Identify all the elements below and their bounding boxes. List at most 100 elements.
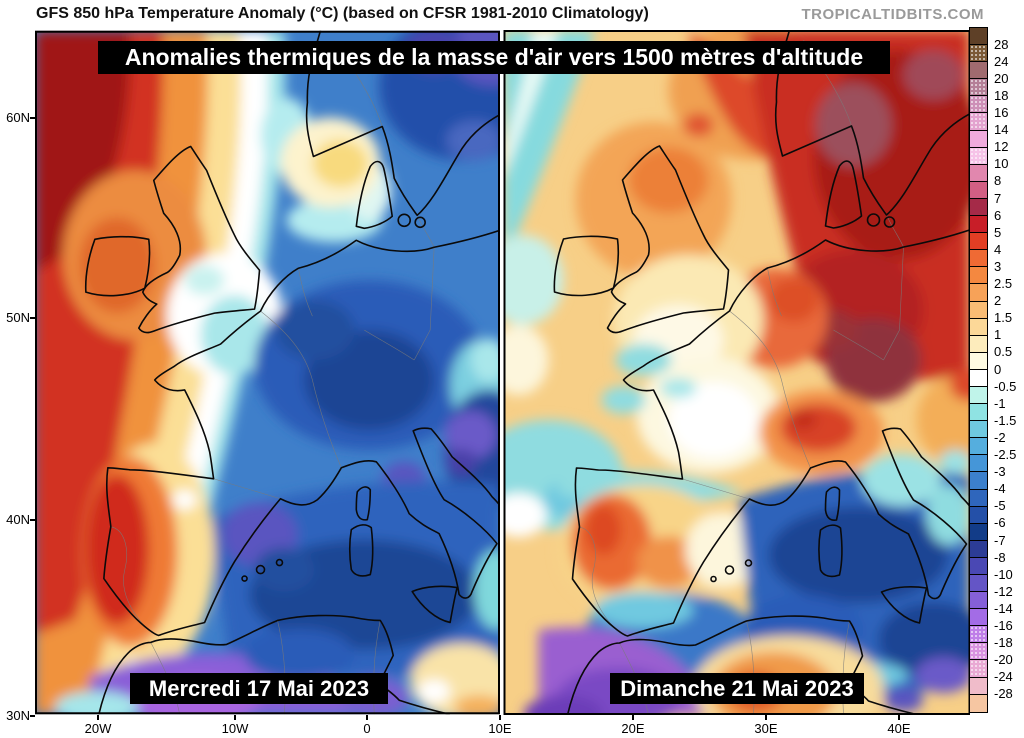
lon-tick — [366, 715, 368, 720]
lon-label: 20E — [621, 721, 645, 736]
lon-label: 10W — [221, 721, 249, 736]
lat-label: 40N — [6, 512, 30, 527]
colorbar-label: -5 — [994, 498, 1006, 514]
watermark: TROPICALTIDBITS.COM — [801, 6, 984, 23]
colorbar-segment — [970, 233, 987, 251]
colorbar-label: -20 — [994, 652, 1013, 668]
colorbar-segment — [970, 592, 987, 610]
colorbar-label: -10 — [994, 566, 1013, 582]
lon-tick — [234, 715, 236, 720]
lon-tick — [765, 715, 767, 720]
lat-label: 30N — [6, 708, 30, 723]
colorbar-label: 7 — [994, 190, 1002, 206]
colorbar-label: -28 — [994, 686, 1013, 702]
colorbar-label: -3 — [994, 464, 1006, 480]
lon-label: 40E — [887, 721, 911, 736]
title-bar: GFS 850 hPa Temperature Anomaly (°C) (ba… — [0, 0, 1024, 28]
colorbar-segment — [970, 438, 987, 456]
colorbar-segment — [970, 455, 987, 473]
colorbar-segment — [970, 318, 987, 336]
colorbar-segment — [970, 130, 987, 148]
colorbar-segment — [970, 386, 987, 405]
colorbar-label: 2.5 — [994, 276, 1013, 291]
colorbar-segment — [970, 540, 987, 558]
colorbar-label: -24 — [994, 669, 1013, 685]
lat-tick — [30, 715, 35, 717]
colorbar-label: -2.5 — [994, 447, 1017, 462]
colorbar-segment — [970, 198, 987, 217]
lon-label: 0 — [363, 721, 371, 736]
colorbar-segment — [970, 421, 987, 439]
colorbar-label: 24 — [994, 53, 1009, 69]
colorbar-label: 14 — [994, 122, 1009, 138]
overlay-banner: Anomalies thermiques de la masse d'air v… — [98, 41, 890, 74]
colorbar-label: 6 — [994, 207, 1002, 223]
map-left-svg — [35, 30, 500, 715]
colorbar-segment — [970, 45, 987, 63]
colorbar-segment — [970, 643, 987, 661]
lon-label: 10E — [488, 721, 512, 736]
map-panel-right — [503, 30, 970, 715]
lat-label: 50N — [6, 310, 30, 325]
colorbar-label: -2 — [994, 429, 1006, 445]
colorbar-segment — [970, 284, 987, 302]
colorbar — [969, 27, 988, 713]
colorbar-segment — [970, 181, 987, 199]
colorbar-label: 2 — [994, 293, 1002, 309]
lon-label: 20W — [84, 721, 112, 736]
colorbar-segment — [970, 557, 987, 575]
colorbar-segment — [970, 96, 987, 114]
lon-tick — [97, 715, 99, 720]
colorbar-label: 10 — [994, 156, 1009, 172]
colorbar-label: -1.5 — [994, 412, 1017, 428]
colorbar-label: 0.5 — [994, 344, 1013, 360]
colorbar-label: 5 — [994, 224, 1002, 240]
colorbar-label: 3 — [994, 258, 1002, 274]
colorbar-segment — [970, 335, 987, 353]
colorbar-label: 28 — [994, 36, 1009, 52]
date-label-right: Dimanche 21 Mai 2023 — [610, 673, 864, 704]
colorbar-label: -4 — [994, 481, 1006, 497]
colorbar-label: 8 — [994, 173, 1002, 189]
colorbar-label: -18 — [994, 635, 1013, 651]
map-panel-left — [35, 30, 500, 715]
colorbar-label: 4 — [994, 241, 1002, 257]
colorbar-segment — [970, 147, 987, 165]
colorbar-segment — [970, 489, 987, 507]
colorbar-label: -16 — [994, 618, 1013, 633]
lat-label: 60N — [6, 110, 30, 125]
colorbar-label: -12 — [994, 583, 1013, 599]
colorbar-segment — [970, 626, 987, 644]
colorbar-label: 1 — [994, 327, 1002, 343]
colorbar-label: -8 — [994, 549, 1006, 565]
colorbar-segment — [970, 694, 987, 712]
colorbar-segment — [970, 523, 987, 541]
map-right-svg — [503, 30, 970, 715]
colorbar-segment — [970, 301, 987, 319]
colorbar-label: 18 — [994, 87, 1009, 103]
date-label-left: Mercredi 17 Mai 2023 — [130, 673, 388, 704]
lon-tick — [898, 715, 900, 720]
colorbar-segment — [970, 28, 987, 46]
colorbar-segment — [970, 660, 987, 678]
colorbar-segment — [970, 609, 987, 627]
colorbar-segment — [970, 404, 987, 422]
lon-tick — [632, 715, 634, 720]
lat-tick — [30, 519, 35, 521]
page-title: GFS 850 hPa Temperature Anomaly (°C) (ba… — [36, 5, 649, 22]
colorbar-label: 0 — [994, 361, 1002, 377]
colorbar-segment — [970, 164, 987, 182]
colorbar-label: -1 — [994, 395, 1006, 411]
lat-tick — [30, 317, 35, 319]
colorbar-label: -0.5 — [994, 378, 1017, 394]
colorbar-segment — [970, 79, 987, 97]
lon-tick — [499, 715, 501, 720]
colorbar-label: 1.5 — [994, 310, 1013, 326]
colorbar-segment — [970, 62, 987, 80]
colorbar-label: -14 — [994, 600, 1013, 616]
lat-tick — [30, 117, 35, 119]
colorbar-segment — [970, 216, 987, 234]
colorbar-segment — [970, 369, 987, 387]
colorbar-segment — [970, 506, 987, 524]
